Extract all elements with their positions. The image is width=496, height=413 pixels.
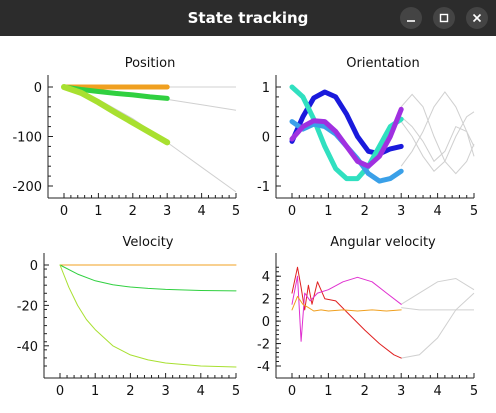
position-xtick-label: 1 [94,204,102,219]
angular-velocity-xtick-label: 1 [324,384,332,399]
angular-velocity-ytick-label: 4 [262,270,270,285]
window-title: State tracking [187,9,309,27]
velocity-xtick-label: 3 [161,384,169,399]
position-xtick-label: 2 [129,204,137,219]
velocity-xtick-label: 1 [91,384,99,399]
orientation-ytick-label: -1 [257,180,270,195]
orientation-series-line-1 [289,84,404,182]
angular-velocity-reference-line-1 [400,277,475,305]
close-icon [472,13,482,23]
orientation-ytick-label: 1 [262,81,270,96]
angular-velocity-ytick-label: 0 [262,315,270,330]
angular-velocity-series-line-1 [291,275,402,342]
angular-velocity-xtick-label: 2 [361,384,369,399]
angular-velocity-chart: Angular velocity 0 1 2 3 4 5 4 2 0 -2 -4 [257,235,478,399]
orientation-xtick-label: 2 [361,204,369,219]
orientation-series-line-3 [289,106,404,169]
orientation-reference-line-0 [400,93,475,175]
angular-velocity-xtick-label: 3 [397,384,405,399]
velocity-xtick-label: 0 [56,384,64,399]
velocity-ytick-label: -40 [17,340,38,355]
close-button[interactable] [466,7,488,29]
position-xtick-label: 0 [60,204,68,219]
velocity-xtick-label: 5 [232,384,240,399]
maximize-button[interactable] [433,7,455,29]
angular-velocity-series-line-2 [291,295,402,312]
orientation-xtick-label: 0 [288,204,296,219]
angular-velocity-ytick-label: 2 [262,293,270,308]
orientation-reference-line-1 [400,111,475,172]
velocity-xtick-label: 4 [197,384,205,399]
angular-velocity-title: Angular velocity [330,235,436,250]
position-reference-line-2 [63,86,237,193]
angular-velocity-xtick-label: 5 [470,384,478,399]
angular-velocity-xtick-label: 0 [288,384,296,399]
position-ytick-label: -200 [12,180,42,195]
velocity-xtick-label: 2 [126,384,134,399]
plot-canvas: Position 0 1 2 3 4 5 0 -100 -200 Orientation 0 1 2 3 4 5… [0,36,496,409]
velocity-ytick-label: 0 [30,259,38,274]
orientation-title: Orientation [346,56,419,71]
orientation-xtick-label: 3 [397,204,405,219]
velocity-series-line-1 [59,264,237,292]
velocity-ytick-label: -20 [17,299,38,314]
position-ytick-label: 0 [34,81,42,96]
velocity-chart: Velocity 0 1 2 3 4 5 0 -20 -40 [17,235,240,399]
position-xtick-label: 5 [232,204,240,219]
minimize-button[interactable] [400,7,422,29]
angular-velocity-reference-line-2 [401,292,475,359]
position-title: Position [125,56,176,71]
orientation-reference-line-3 [400,116,475,163]
angular-velocity-reference-line-0 [401,307,474,311]
orientation-xtick-label: 4 [433,204,441,219]
angular-velocity-series-line-0 [291,266,402,359]
velocity-series-line-2 [59,264,237,368]
velocity-title: Velocity [123,235,174,250]
maximize-icon [439,13,449,23]
position-series-line-2 [61,84,171,146]
minimize-icon [407,20,415,22]
angular-velocity-ytick-label: -2 [257,338,270,353]
angular-velocity-ytick-label: -4 [257,360,270,375]
orientation-ytick-label: 0 [262,131,270,146]
position-xtick-label: 3 [163,204,171,219]
position-series-line-1 [61,84,170,101]
orientation-xtick-label: 1 [324,204,332,219]
angular-velocity-xtick-label: 4 [433,384,441,399]
orientation-xtick-label: 5 [470,204,478,219]
position-chart: Position 0 1 2 3 4 5 0 -100 -200 [12,56,240,219]
title-bar: State tracking [0,0,496,36]
position-ytick-label: -100 [12,131,42,146]
position-xtick-label: 4 [197,204,205,219]
orientation-reference-line-2 [400,91,475,167]
orientation-chart: Orientation 0 1 2 3 4 5 1 0 -1 [257,56,478,219]
